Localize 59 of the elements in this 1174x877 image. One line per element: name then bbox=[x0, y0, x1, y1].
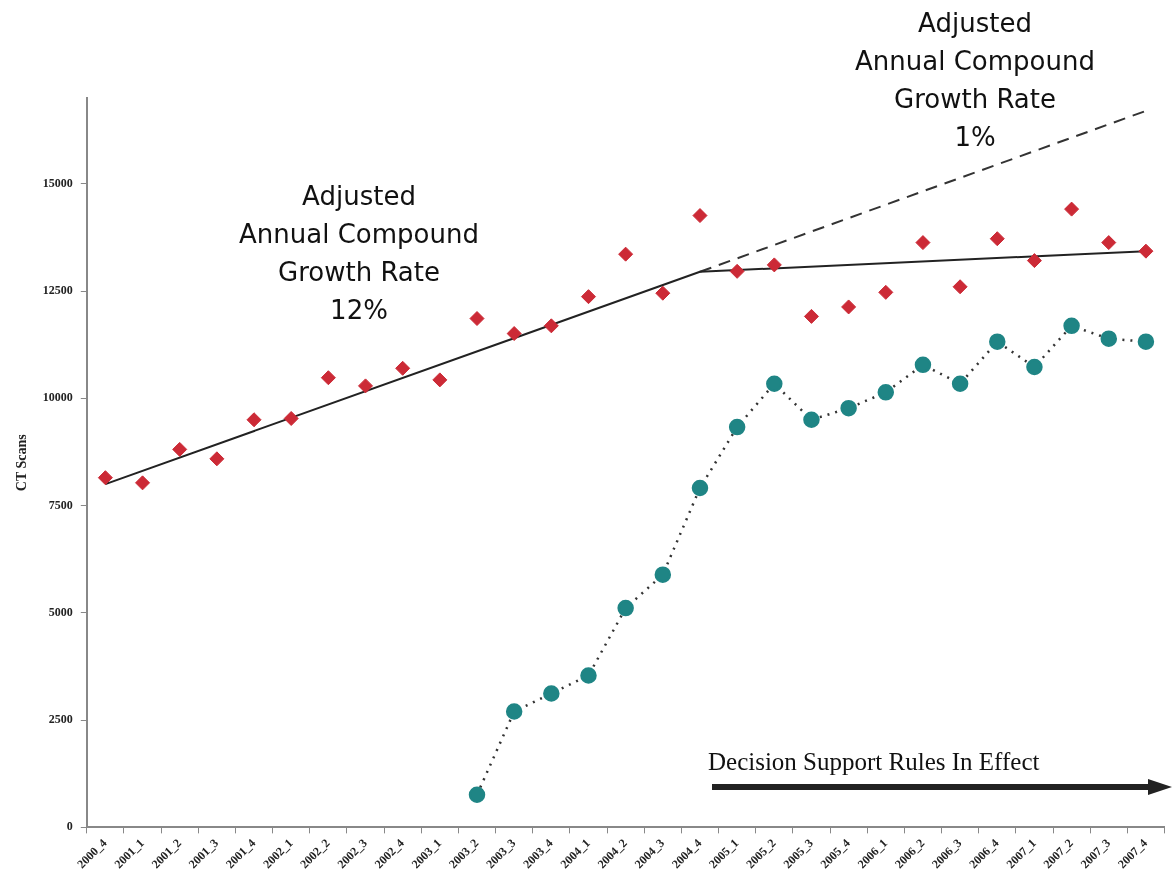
point bbox=[877, 384, 895, 401]
point bbox=[1100, 330, 1118, 347]
point bbox=[580, 289, 596, 305]
point bbox=[915, 235, 931, 251]
point bbox=[506, 326, 522, 342]
point bbox=[989, 333, 1006, 350]
point bbox=[469, 311, 485, 327]
point bbox=[246, 412, 262, 428]
point bbox=[878, 284, 894, 300]
point bbox=[618, 246, 634, 262]
point bbox=[655, 285, 671, 301]
point bbox=[358, 378, 374, 394]
y-tick-label: 7500 bbox=[48, 497, 73, 512]
point bbox=[766, 375, 783, 392]
point bbox=[1026, 358, 1043, 376]
point bbox=[1138, 243, 1154, 259]
point bbox=[320, 370, 336, 386]
point bbox=[1026, 253, 1042, 269]
point bbox=[617, 599, 634, 617]
point bbox=[580, 667, 597, 684]
point bbox=[1064, 201, 1080, 217]
point bbox=[1101, 235, 1117, 251]
point bbox=[283, 410, 299, 426]
point bbox=[1137, 333, 1155, 350]
point bbox=[841, 299, 857, 315]
point bbox=[505, 703, 523, 720]
point bbox=[468, 786, 486, 804]
point bbox=[543, 318, 559, 334]
point bbox=[729, 263, 745, 279]
point bbox=[172, 441, 188, 457]
y-tick-label: 12500 bbox=[42, 283, 73, 298]
y-tick-label: 15000 bbox=[42, 175, 73, 190]
point bbox=[766, 257, 782, 273]
point bbox=[692, 208, 708, 224]
annotation: Adjusted Annual Compound Growth Rate 1% bbox=[855, 8, 1095, 152]
point bbox=[691, 479, 709, 497]
point bbox=[543, 685, 560, 702]
point bbox=[654, 566, 672, 583]
point bbox=[803, 411, 820, 429]
y-tick-label: 2500 bbox=[48, 712, 73, 727]
point bbox=[951, 375, 969, 392]
point bbox=[395, 360, 411, 376]
point bbox=[952, 279, 968, 295]
point bbox=[432, 372, 448, 388]
y-tick-label: 10000 bbox=[42, 390, 73, 405]
point bbox=[914, 356, 932, 374]
point bbox=[840, 399, 857, 417]
point bbox=[97, 470, 113, 486]
point bbox=[135, 475, 151, 491]
point bbox=[209, 451, 225, 467]
y-axis-title: CT Scans bbox=[14, 433, 30, 492]
y-tick-label: 0 bbox=[66, 819, 73, 834]
y-tick-label: 5000 bbox=[48, 604, 73, 619]
annotation: Decision Support Rules In Effect bbox=[708, 748, 1040, 775]
point bbox=[1063, 317, 1080, 335]
annotation: Adjusted Annual Compound Growth Rate 12% bbox=[239, 181, 479, 325]
point bbox=[803, 308, 819, 324]
point bbox=[989, 231, 1005, 247]
point bbox=[728, 418, 746, 436]
